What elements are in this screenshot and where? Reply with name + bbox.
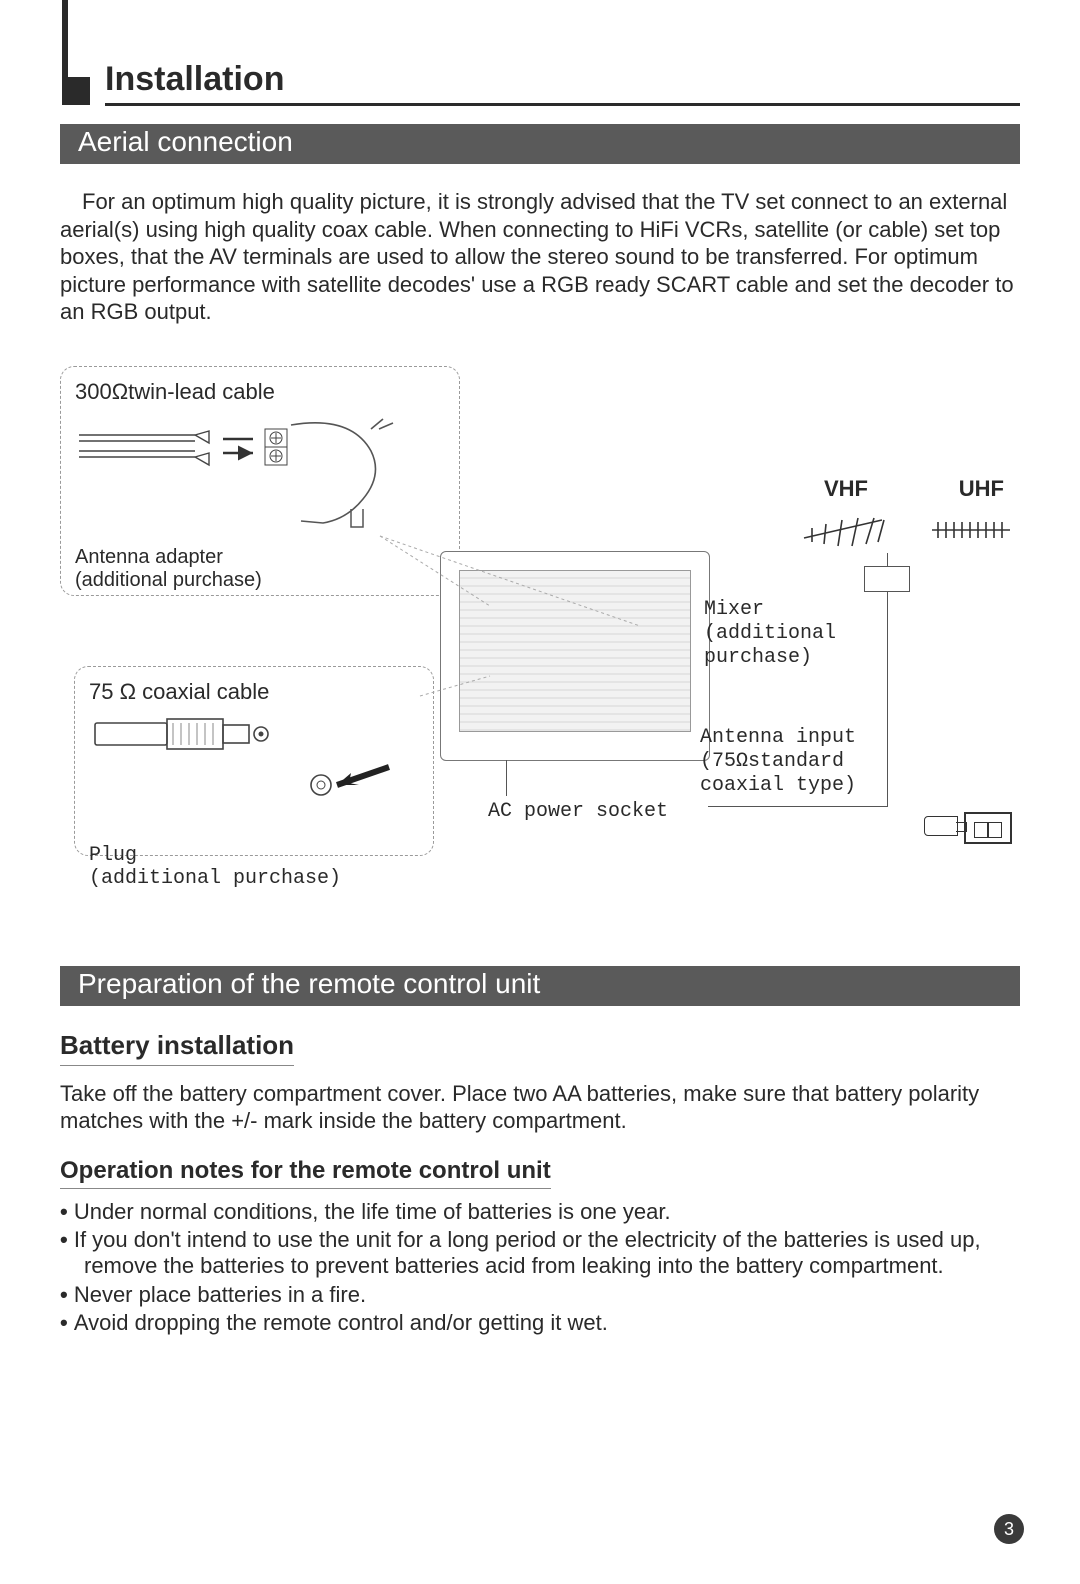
note-item: If you don't intend to use the unit for … [60, 1227, 1020, 1280]
aerial-intro-text: For an optimum high quality picture, it … [60, 188, 1020, 326]
battery-heading: Battery installation [60, 1030, 294, 1066]
notes-heading: Operation notes for the remote control u… [60, 1157, 551, 1189]
page-title: Installation [105, 60, 1020, 106]
aerial-connection-diagram: 300Ωtwin-lead cable Antenna adapter (add… [60, 366, 1020, 906]
corner-decorative-mark [62, 0, 90, 105]
operation-notes-list: Under normal conditions, the life time o… [60, 1199, 1020, 1337]
section-banner-aerial: Aerial connection [60, 124, 1020, 164]
diagram-connection-lines [60, 366, 1020, 906]
section-banner-remote: Preparation of the remote control unit [60, 966, 1020, 1006]
note-item: Under normal conditions, the life time o… [60, 1199, 1020, 1225]
note-item: Avoid dropping the remote control and/or… [60, 1310, 1020, 1336]
battery-text: Take off the battery compartment cover. … [60, 1080, 1020, 1135]
page-number-badge: 3 [994, 1514, 1024, 1544]
note-item: Never place batteries in a fire. [60, 1282, 1020, 1308]
